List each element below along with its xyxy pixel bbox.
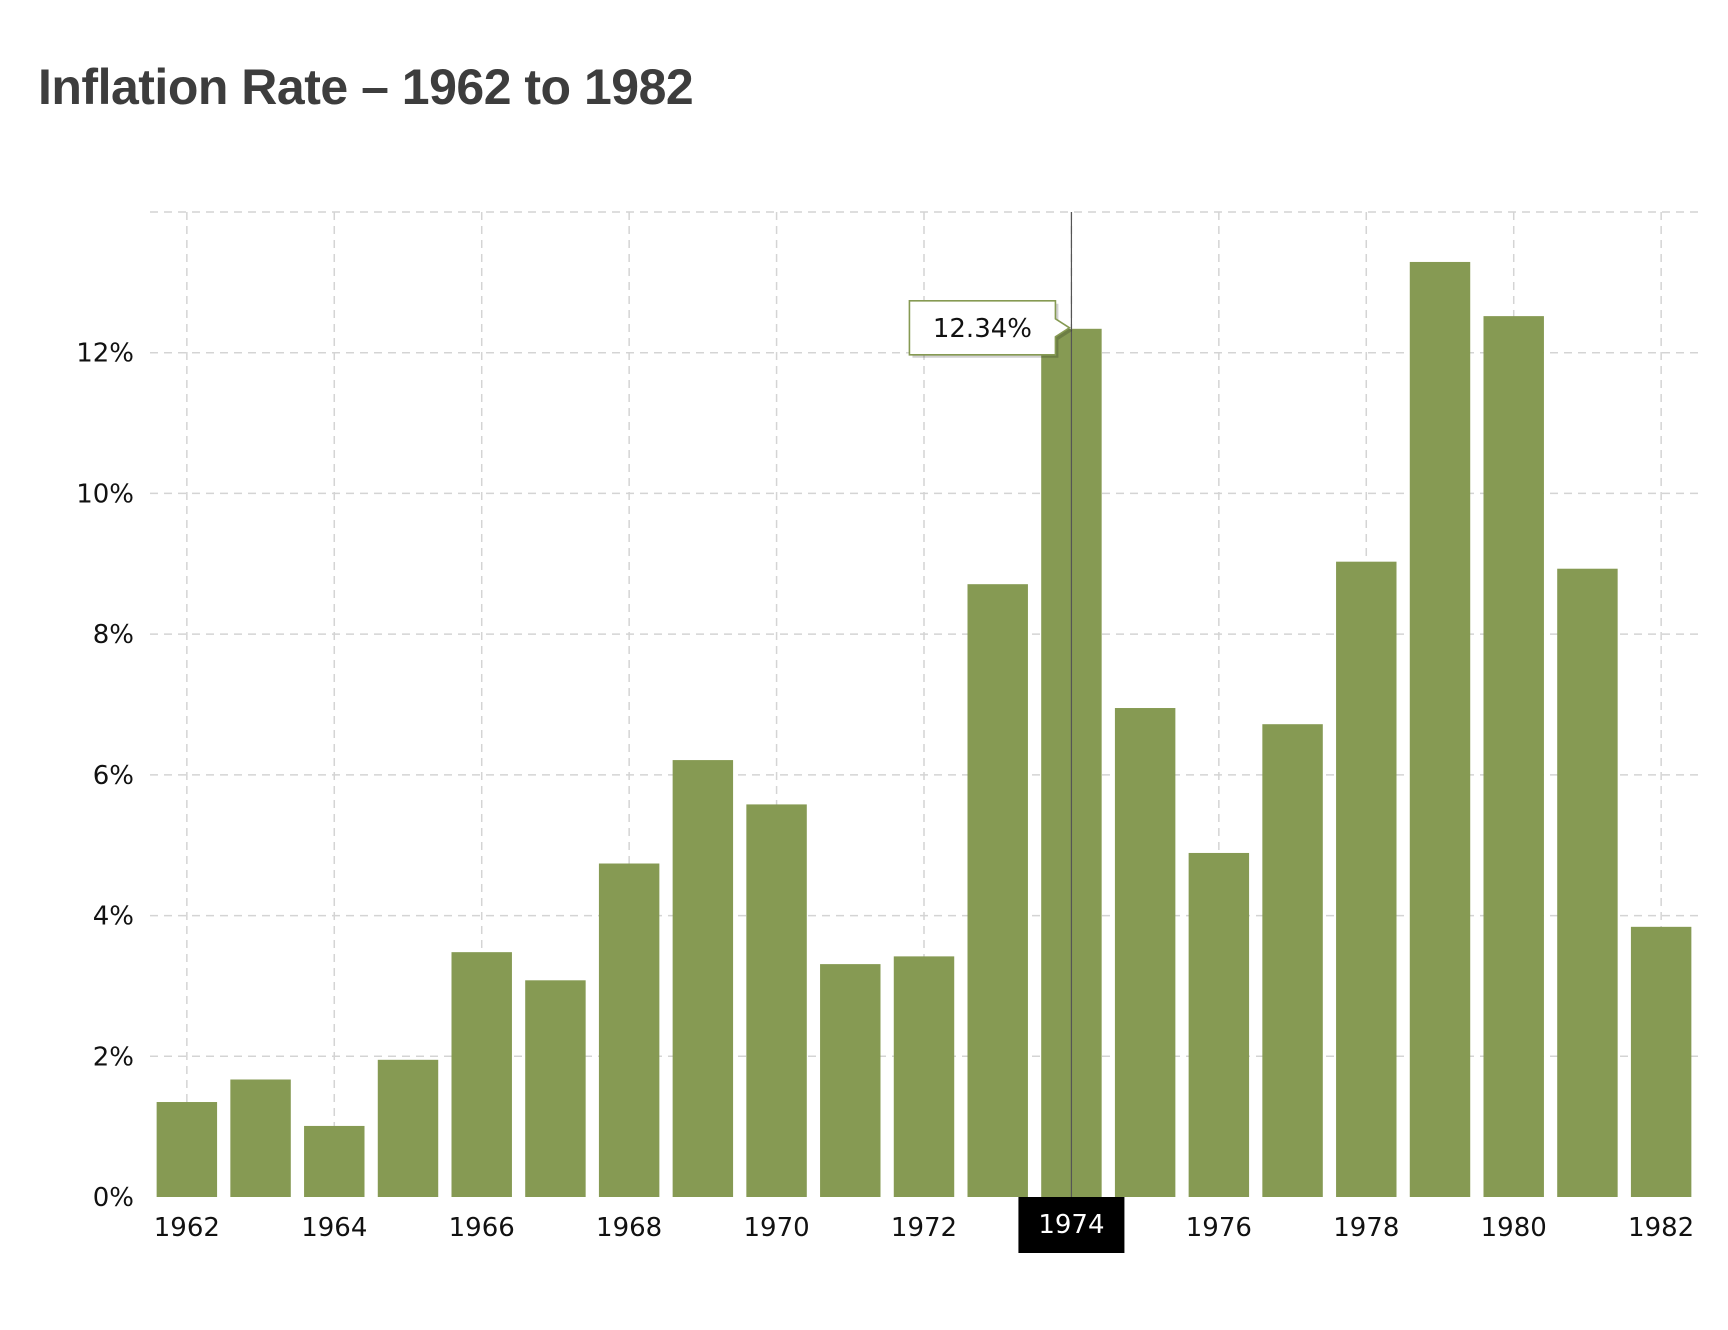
bar-1978[interactable]	[1336, 561, 1397, 1197]
y-tick-label: 12%	[76, 339, 134, 369]
y-tick-label: 10%	[76, 479, 134, 509]
bar-1963[interactable]	[230, 1079, 291, 1197]
x-tick-label: 1976	[1186, 1213, 1252, 1243]
bar-1969[interactable]	[672, 760, 734, 1197]
y-tick-label: 6%	[93, 761, 134, 791]
bar-1979[interactable]	[1409, 261, 1471, 1197]
bar-1982[interactable]	[1630, 926, 1692, 1197]
y-tick-label: 4%	[93, 902, 134, 932]
bar-1977[interactable]	[1262, 724, 1323, 1197]
bar-1971[interactable]	[820, 964, 881, 1197]
bar-1968[interactable]	[598, 863, 660, 1197]
bar-1966[interactable]	[451, 952, 512, 1197]
chart-title: Inflation Rate – 1962 to 1982	[38, 59, 694, 115]
bar-1973[interactable]	[967, 584, 1028, 1197]
x-tick-label: 1970	[743, 1213, 809, 1243]
x-tick-label: 1968	[596, 1213, 662, 1243]
tooltip-box	[908, 299, 1071, 356]
bar-1965[interactable]	[377, 1059, 439, 1197]
bar-1981[interactable]	[1557, 568, 1618, 1197]
bar-1976[interactable]	[1188, 852, 1250, 1197]
y-tick-label: 0%	[93, 1183, 134, 1213]
hover-crosshair: 1974 12.34%	[908, 212, 1125, 1253]
bar-1964[interactable]	[304, 1125, 365, 1197]
bar-1970[interactable]	[746, 804, 807, 1197]
hover-x-label: 1974	[1038, 1210, 1104, 1240]
bar-1962[interactable]	[156, 1102, 218, 1197]
x-tick-label: 1982	[1628, 1213, 1694, 1243]
bar-1980[interactable]	[1483, 316, 1544, 1198]
y-tick-label: 8%	[93, 620, 134, 650]
x-axis: 1962 1964 1966 1968 1970 1972 1976 1978 1980 1982	[154, 1213, 1694, 1243]
x-tick-label: 1978	[1333, 1213, 1399, 1243]
y-tick-label: 2%	[93, 1042, 134, 1072]
x-tick-label: 1962	[154, 1213, 220, 1243]
y-axis: 0% 2% 4% 6% 8% 10% 12%	[76, 339, 134, 1213]
bar-1975[interactable]	[1114, 708, 1176, 1197]
bar-1967[interactable]	[525, 980, 586, 1197]
x-tick-label: 1980	[1481, 1213, 1547, 1243]
tooltip-value: 12.34%	[933, 314, 1032, 344]
bars	[156, 261, 1692, 1198]
bar-1972[interactable]	[893, 956, 955, 1197]
x-tick-label: 1964	[301, 1213, 367, 1243]
x-tick-label: 1966	[449, 1213, 515, 1243]
x-tick-label: 1972	[891, 1213, 957, 1243]
hover-x-label-box	[1018, 1197, 1125, 1253]
